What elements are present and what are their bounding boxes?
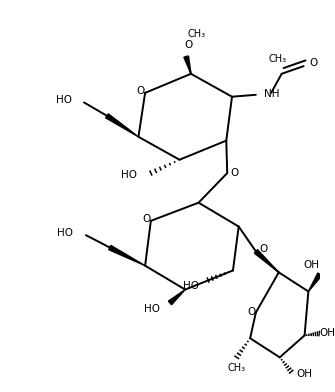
Text: CH₃: CH₃: [228, 363, 246, 373]
Text: OH: OH: [320, 328, 335, 338]
Polygon shape: [254, 250, 279, 272]
Text: NH: NH: [264, 89, 280, 99]
Polygon shape: [309, 273, 322, 292]
Polygon shape: [109, 245, 145, 266]
Text: OH: OH: [296, 368, 312, 379]
Text: CH₃: CH₃: [188, 29, 206, 39]
Text: OH: OH: [304, 260, 320, 270]
Text: O: O: [259, 245, 268, 254]
Text: HO: HO: [183, 281, 199, 291]
Polygon shape: [106, 114, 138, 137]
Text: O: O: [247, 307, 255, 318]
Text: HO: HO: [57, 228, 73, 238]
Text: O: O: [142, 214, 150, 224]
Text: O: O: [184, 40, 192, 50]
Text: HO: HO: [56, 94, 72, 105]
Text: O: O: [136, 86, 144, 96]
Text: O: O: [309, 58, 318, 68]
Text: HO: HO: [144, 304, 160, 314]
Polygon shape: [169, 290, 185, 305]
Text: CH₃: CH₃: [269, 54, 287, 64]
Polygon shape: [184, 56, 191, 74]
Text: HO: HO: [121, 170, 137, 180]
Text: O: O: [231, 168, 239, 178]
